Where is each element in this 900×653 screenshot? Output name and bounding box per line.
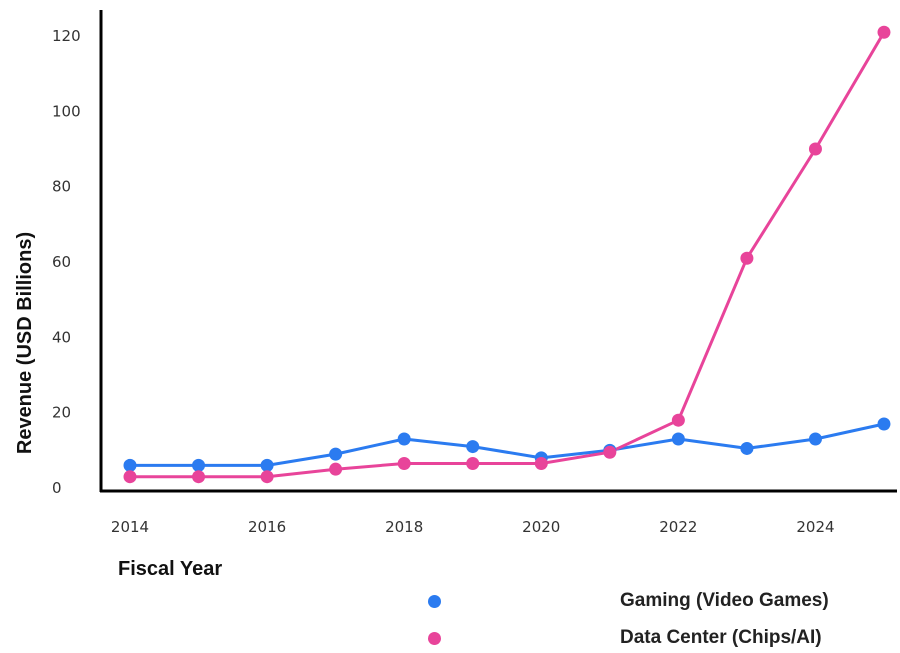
data-point-gaming (740, 441, 754, 455)
data-point-gaming (397, 432, 411, 446)
data-point-gaming (671, 432, 685, 446)
data-point-data-center (534, 457, 548, 471)
data-point-data-center (740, 251, 754, 265)
legend-marker-data-center (428, 632, 441, 645)
x-tick-label: 2018 (385, 518, 423, 536)
data-point-data-center (671, 413, 685, 427)
data-point-gaming (466, 440, 480, 454)
data-point-gaming (808, 432, 822, 446)
data-point-data-center (397, 457, 411, 471)
y-tick-labels: 0 20 40 60 80 100 120 (52, 27, 81, 497)
series-line-gaming (130, 422, 885, 467)
data-point-data-center (192, 470, 206, 484)
series-lines (130, 31, 886, 479)
y-tick-label: 80 (52, 178, 71, 196)
x-tick-labels: 2014 2016 2018 2020 2022 2024 (111, 518, 835, 536)
x-tick-label: 2022 (659, 518, 697, 536)
y-tick-label: 60 (52, 253, 71, 271)
x-tick-label: 2016 (248, 518, 286, 536)
data-point-data-center (877, 25, 891, 39)
data-point-data-center (808, 142, 822, 156)
y-tick-label: 100 (52, 102, 81, 120)
data-point-gaming (329, 447, 343, 461)
x-tick-label: 2014 (111, 518, 149, 536)
legend-marker-gaming (428, 595, 441, 608)
series-points (123, 25, 891, 484)
y-tick-label: 20 (52, 404, 71, 422)
x-tick-label: 2024 (796, 518, 834, 536)
x-tick-label: 2020 (522, 518, 560, 536)
data-point-gaming (877, 417, 891, 431)
legend-label-data-center: Data Center (Chips/AI) (620, 627, 822, 648)
data-point-data-center (123, 470, 137, 484)
legend-label-gaming: Gaming (Video Games) (620, 590, 829, 611)
y-tick-label: 40 (52, 328, 71, 346)
data-point-gaming (123, 458, 137, 472)
data-point-data-center (329, 462, 343, 476)
legend-item-gaming: Gaming (Video Games) (424, 590, 894, 614)
data-point-data-center (260, 470, 274, 484)
y-axis-title: Revenue (USD Billions) (14, 232, 36, 454)
data-point-data-center (603, 445, 617, 459)
data-point-gaming (260, 458, 274, 472)
legend-item-data-center: Data Center (Chips/AI) (424, 627, 894, 651)
x-axis-title: Fiscal Year (118, 558, 223, 580)
data-point-gaming (192, 458, 206, 472)
y-tick-label: 0 (52, 479, 62, 497)
y-tick-label: 120 (52, 27, 81, 45)
series-line-data-center (130, 31, 886, 479)
data-point-data-center (466, 457, 480, 471)
